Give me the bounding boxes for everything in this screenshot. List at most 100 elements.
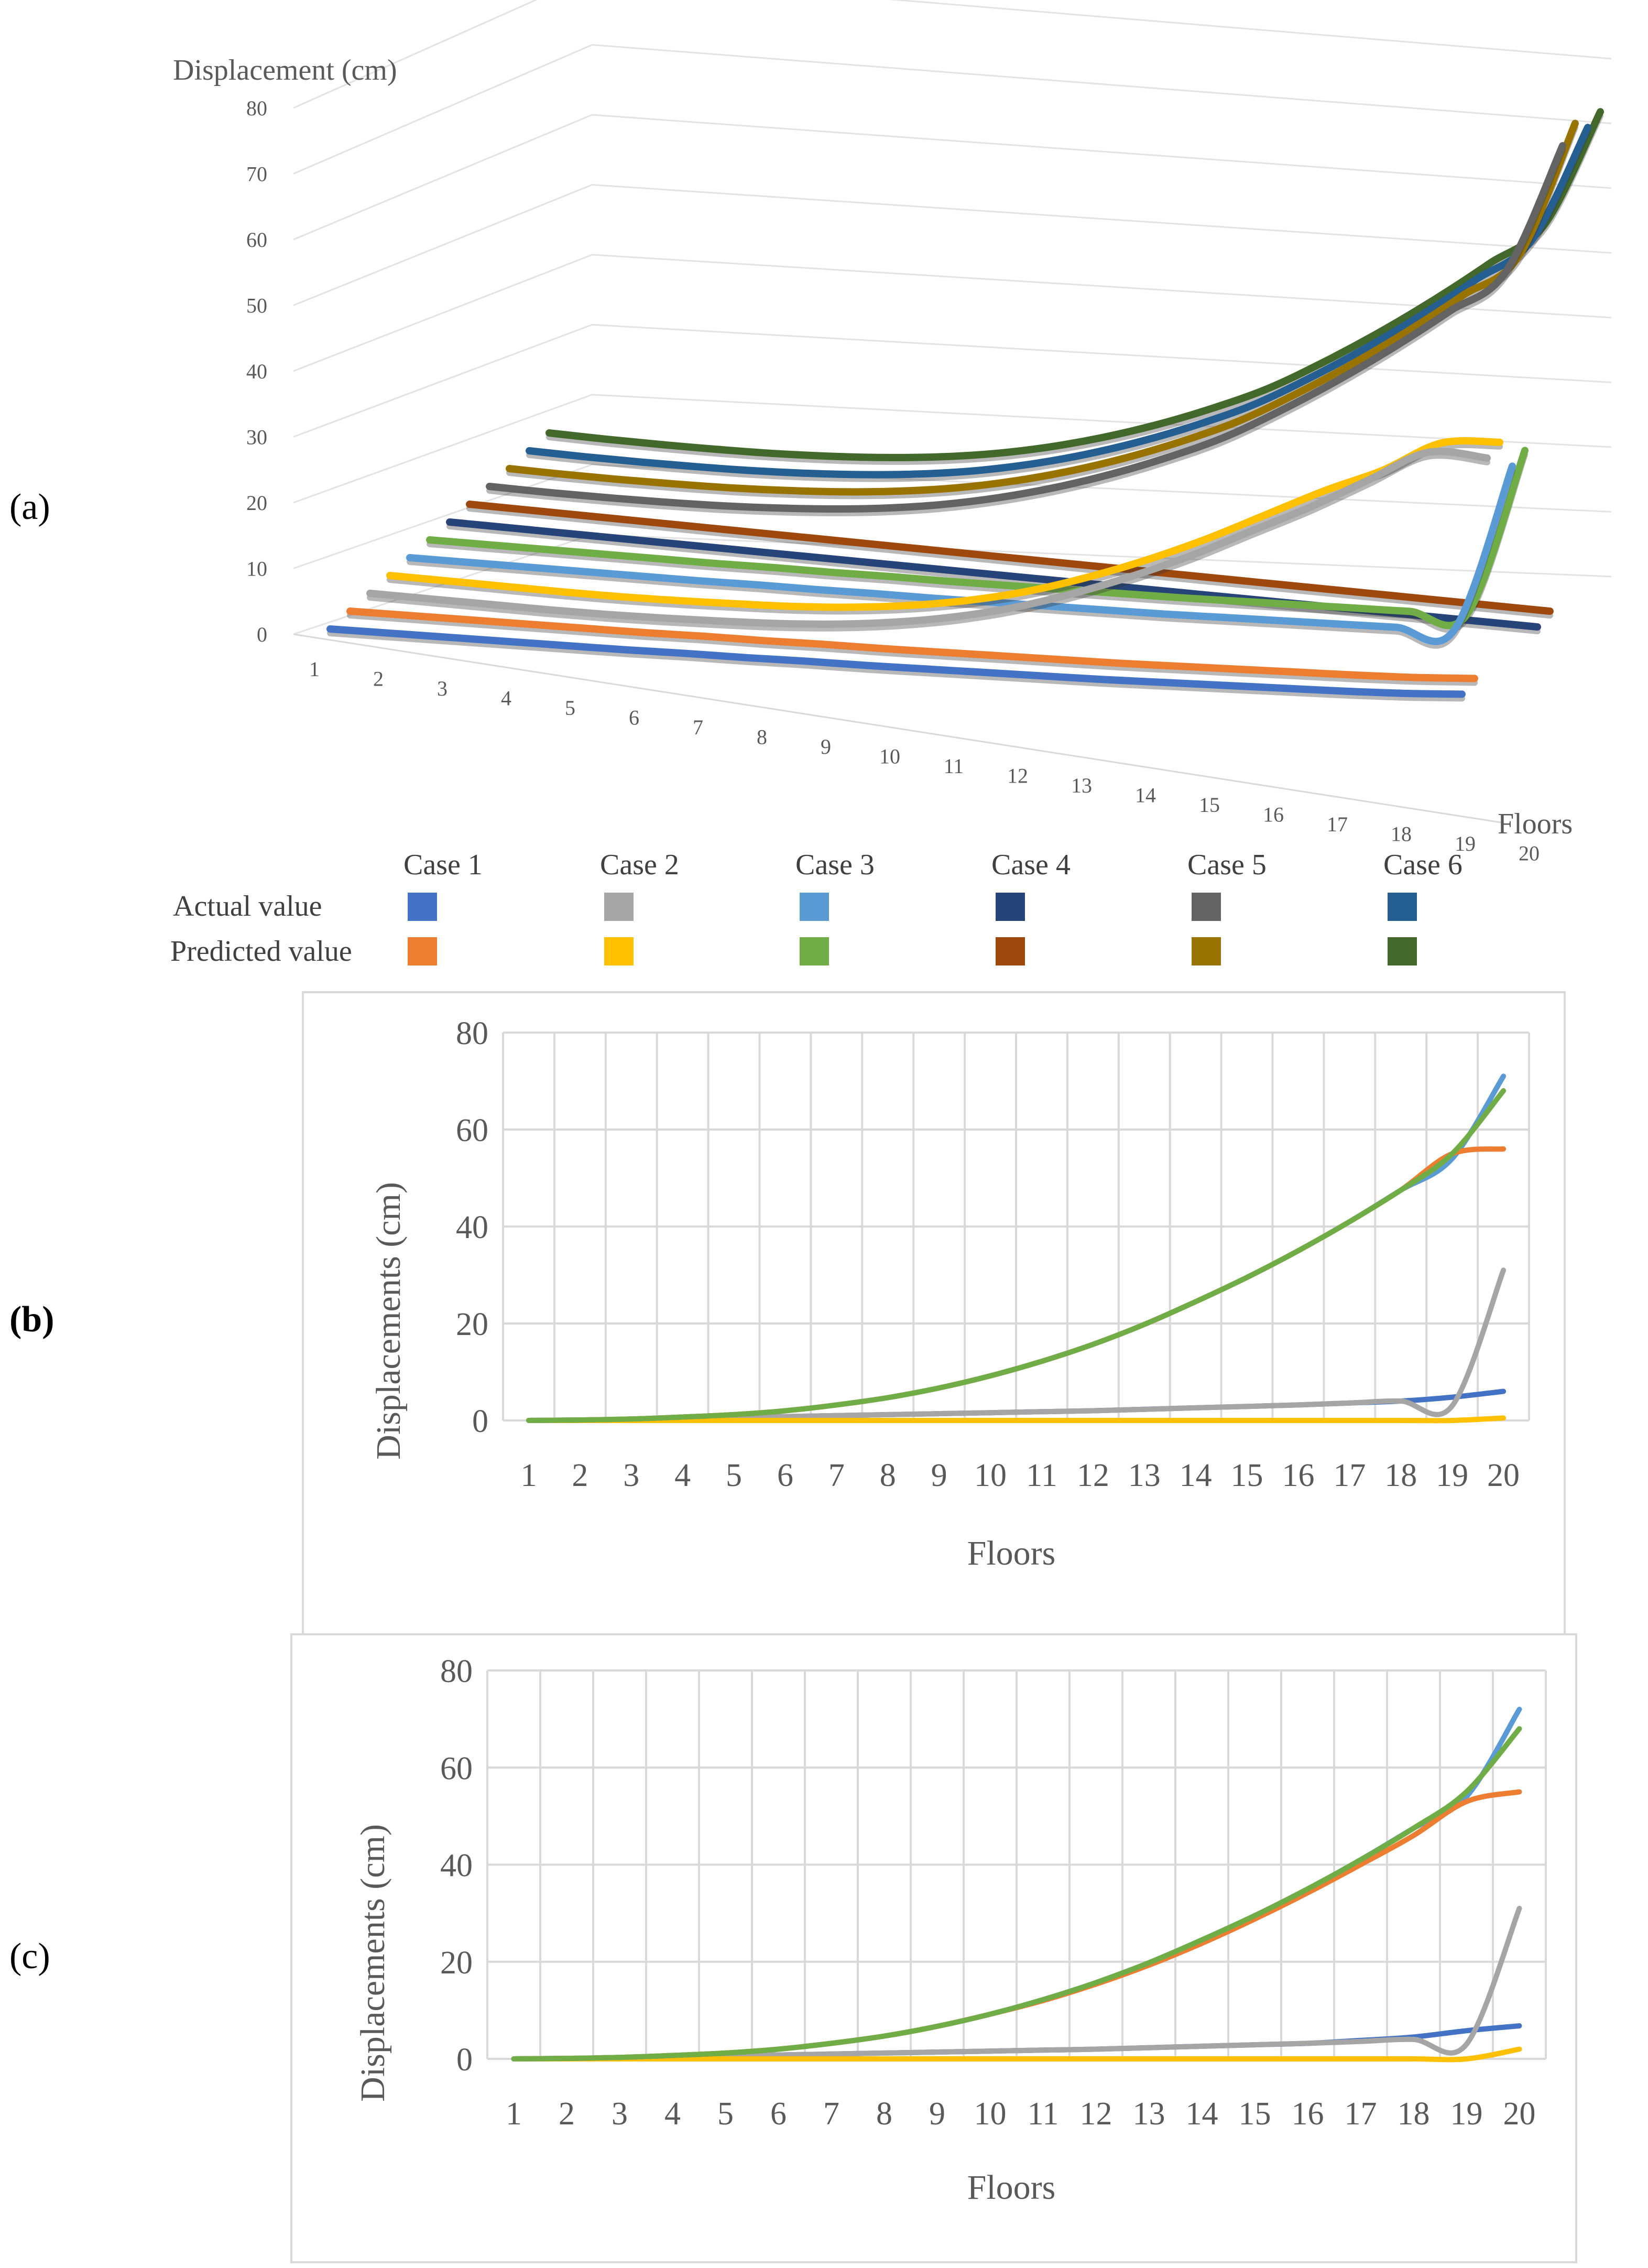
legend-swatch-actual: [800, 893, 829, 921]
chart-a-x-tick: 4: [501, 687, 511, 710]
chart-a-series-shadow: [367, 452, 1490, 632]
chart-c-gridlines: [486, 1669, 1547, 2060]
chart-b-y-tick: 20: [456, 1307, 488, 1342]
chart-a-series-shadow: [546, 113, 1603, 465]
chart-c-x-tick: 2: [559, 2096, 575, 2132]
legend-row-label-actual: Actual value: [173, 890, 322, 923]
legend-case-label: Case 1: [403, 849, 483, 881]
legend-case-label: Case 5: [1187, 849, 1267, 881]
chart-c-series-line: [511, 2046, 1522, 2063]
chart-c-x-tick: 7: [823, 2096, 839, 2132]
chart-a-gridline: [293, 44, 1612, 175]
chart-c-x-tick: 8: [876, 2096, 892, 2132]
chart-b-x-ticks: 1 2 3 4 5 6 7 8 9 10 11 12 13 14 15 16 17 18 19 20: [520, 1458, 1520, 1493]
chart-a-y-tick: 40: [246, 360, 267, 383]
chart-a-y-tick: 10: [246, 557, 267, 581]
chart-a-y-tick: 60: [246, 228, 267, 252]
chart-a-series-line: [326, 625, 1466, 698]
chart-a-series-shadow: [347, 612, 1478, 686]
chart-c-x-tick: 15: [1239, 2096, 1271, 2132]
chart-a-y-tick: 50: [246, 294, 267, 318]
chart-b-x-tick: 8: [880, 1458, 896, 1493]
chart-c-x-tick: 10: [974, 2096, 1007, 2132]
chart-c-y-tick: 60: [440, 1751, 473, 1786]
chart-a-series-line: [426, 447, 1529, 630]
chart-b-x-tick: 14: [1180, 1458, 1212, 1493]
chart-c-x-tick: 17: [1345, 2096, 1377, 2132]
chart-c-x-tick: 14: [1186, 2096, 1218, 2132]
chart-b-x-tick: 20: [1487, 1458, 1520, 1493]
chart-a-x-tick: 5: [565, 696, 575, 720]
chart-a-x-tick: 15: [1199, 793, 1220, 817]
chart-a-series-line: [545, 108, 1604, 461]
chart-b-x-tick: 18: [1384, 1458, 1417, 1493]
legend-case-label: Case 2: [600, 849, 679, 881]
legend-case-label: Case 3: [795, 849, 875, 881]
chart-c-frame: [290, 1633, 1577, 2263]
chart-a-gridline: [293, 0, 1612, 109]
chart-a-x-tick: 3: [437, 677, 448, 700]
chart-a-series-shadow: [407, 467, 1515, 649]
chart-b-x-tick: 6: [777, 1458, 793, 1493]
chart-a-x-axis-title: Floors: [1498, 808, 1573, 840]
chart-a-series-line: [386, 437, 1503, 611]
legend-swatch-predicted: [800, 937, 829, 965]
legend-case-label: Case 6: [1383, 849, 1463, 881]
chart-b-x-tick: 5: [726, 1458, 742, 1493]
chart-a-x-tick: 2: [373, 667, 384, 691]
legend-swatch-actual: [604, 893, 634, 921]
chart-a-y-tick: 20: [246, 491, 267, 515]
chart-a-x-tick: 1: [309, 657, 320, 681]
legend-case-label: Case 4: [991, 849, 1071, 881]
chart-b-series-line: [526, 1088, 1507, 1423]
chart-a-series-shadow: [427, 451, 1528, 633]
chart-b-frame: [302, 991, 1566, 1638]
chart-a-series-shadow: [446, 523, 1541, 635]
chart-b-gridlines: [502, 1032, 1530, 1421]
chart-a-gridline: [293, 463, 1612, 569]
chart-a-x-tick: 9: [821, 735, 831, 758]
chart-b-x-tick: 19: [1436, 1458, 1468, 1493]
chart-b-x-tick: 1: [520, 1458, 537, 1493]
chart-a-x-ticks: 1 2 3 4 5 6 7 8 9 10 11 12 13 14 15 16 17 18 19 20: [309, 657, 1540, 865]
chart-c-y-axis-title: Displacements (cm): [354, 1824, 392, 2102]
chart-b-x-axis-title: Floors: [967, 1534, 1056, 1572]
panel-label-a: (a): [9, 487, 50, 527]
chart-c-series: [511, 1707, 1522, 2063]
chart-a-x-tick: 6: [629, 706, 639, 730]
chart-a-gridline: [293, 323, 1612, 438]
chart-a-gridline: [293, 254, 1612, 372]
chart-a-floor-axis: [293, 633, 1504, 824]
chart-b-x-tick: 4: [674, 1458, 691, 1493]
chart-a-gridline: [293, 114, 1612, 241]
chart-b-x-tick: 17: [1333, 1458, 1366, 1493]
chart-a-x-tick: 16: [1263, 803, 1284, 827]
chart-b-y-axis-title: Displacements (cm): [369, 1182, 408, 1460]
chart-c-x-tick: 16: [1292, 2096, 1324, 2132]
chart-a-series-line: [506, 120, 1579, 496]
chart-a-series-line: [366, 448, 1491, 628]
legend-swatch-predicted: [1388, 937, 1417, 965]
chart-c-y-tick: 20: [440, 1945, 473, 1981]
chart-b-x-tick: 15: [1231, 1458, 1263, 1493]
chart-c-x-tick: 12: [1080, 2096, 1112, 2132]
legend-swatch-predicted: [996, 937, 1025, 965]
legend: Actual value Predicted value Case 1 Case …: [170, 849, 1463, 968]
chart-a-x-tick: 8: [757, 725, 767, 749]
panel-label-c: (c): [9, 1936, 50, 1977]
chart-a-gridline: [293, 183, 1612, 306]
chart-c-x-tick: 19: [1450, 2096, 1483, 2132]
chart-c-y-ticks: 0 20 40 60 80: [440, 1654, 473, 2078]
legend-swatch-actual: [408, 893, 437, 921]
chart-b-y-tick: 40: [456, 1210, 488, 1245]
legend-swatch-predicted: [1192, 937, 1221, 965]
legend-swatch-predicted: [408, 937, 437, 965]
chart-a-x-tick: 20: [1519, 842, 1540, 865]
chart-b-x-tick: 2: [572, 1458, 588, 1493]
chart-b-series-line: [526, 1415, 1507, 1424]
chart-c-x-tick: 13: [1133, 2096, 1165, 2132]
chart-a-x-tick: 10: [879, 745, 900, 768]
